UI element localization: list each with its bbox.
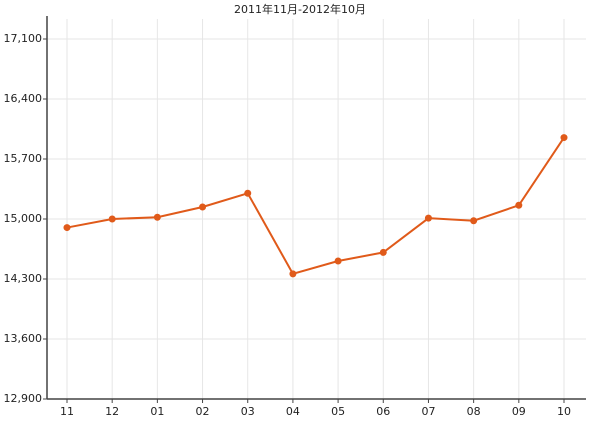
x-tick-label: 12 <box>105 405 119 418</box>
y-tick-label: 16,400 <box>4 92 43 105</box>
x-tick-label: 04 <box>286 405 300 418</box>
data-point <box>199 203 207 211</box>
data-point <box>153 213 161 221</box>
x-tick-label: 05 <box>331 405 345 418</box>
x-tick-label: 06 <box>376 405 390 418</box>
x-tick-label: 07 <box>421 405 435 418</box>
y-tick-label: 15,700 <box>4 152 43 165</box>
data-point <box>289 270 297 278</box>
data-point <box>108 215 116 223</box>
data-point <box>63 224 71 232</box>
data-point <box>424 214 432 222</box>
data-point <box>560 134 568 142</box>
x-tick-label: 03 <box>241 405 255 418</box>
x-tick-label: 01 <box>150 405 164 418</box>
x-tick-label: 02 <box>196 405 210 418</box>
x-tick-label: 10 <box>557 405 571 418</box>
data-point <box>515 201 523 209</box>
y-tick-label: 15,000 <box>4 212 43 225</box>
chart-title: 2011年11月-2012年10月 <box>234 2 366 16</box>
x-tick-label: 11 <box>60 405 74 418</box>
y-tick-label: 14,300 <box>4 272 43 285</box>
data-point <box>244 189 252 197</box>
y-tick-label: 17,100 <box>4 32 43 45</box>
x-tick-label: 09 <box>512 405 526 418</box>
y-tick-label: 12,900 <box>4 392 43 405</box>
data-point <box>334 257 342 265</box>
data-point <box>470 217 478 225</box>
y-tick-label: 13,600 <box>4 332 43 345</box>
x-tick-label: 08 <box>467 405 481 418</box>
data-point <box>379 248 387 256</box>
series-line <box>66 137 565 276</box>
